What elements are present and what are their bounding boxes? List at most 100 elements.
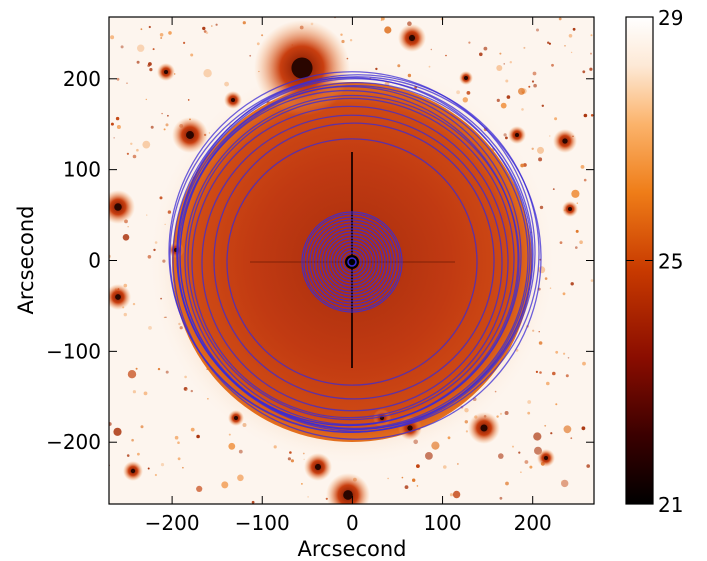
- background-star: [518, 87, 525, 95]
- background-star: [590, 34, 593, 37]
- background-star: [532, 71, 537, 76]
- isophote-ellipse: [301, 211, 403, 313]
- background-star: [554, 117, 558, 121]
- background-star: [135, 367, 138, 370]
- background-star: [590, 279, 594, 282]
- y-axis: 200 100 0 −100 −200: [46, 67, 594, 454]
- x-tick-label: −100: [235, 511, 290, 535]
- x-axis: −200 −100 0 100 200: [145, 17, 552, 535]
- background-star: [590, 52, 592, 55]
- background-star: [551, 63, 554, 67]
- background-star: [132, 154, 137, 159]
- background-star: [130, 142, 133, 145]
- background-star: [568, 34, 573, 38]
- background-star: [148, 326, 152, 330]
- background-star: [520, 471, 522, 474]
- background-star: [177, 457, 181, 461]
- background-star: [349, 39, 353, 42]
- bright-source-core: [231, 98, 235, 102]
- background-star: [555, 403, 558, 406]
- isophote-ellipse: [321, 231, 383, 293]
- isophote-ellipse: [315, 225, 389, 299]
- bright-source: [109, 190, 135, 224]
- background-star: [160, 463, 165, 467]
- background-star: [527, 411, 531, 415]
- background-star: [505, 79, 509, 83]
- background-star: [122, 234, 130, 241]
- background-star: [536, 28, 539, 32]
- background-star: [137, 44, 145, 52]
- background-star: [550, 432, 553, 435]
- background-star: [123, 312, 128, 317]
- background-star: [384, 26, 392, 34]
- background-star: [412, 478, 416, 482]
- background-star: [565, 374, 569, 378]
- bright-source-core: [291, 57, 313, 79]
- isophote-ellipse: [191, 105, 509, 419]
- bright-source-core: [343, 490, 353, 500]
- background-star: [549, 135, 551, 137]
- background-star: [387, 477, 389, 480]
- background-star: [509, 61, 512, 64]
- background-star: [479, 52, 483, 57]
- background-star: [251, 500, 255, 504]
- background-star: [521, 108, 524, 111]
- background-star: [581, 426, 586, 431]
- bright-source-core: [314, 463, 322, 471]
- bright-source-core: [234, 416, 238, 420]
- isophote-ellipse: [187, 97, 515, 421]
- y-axis-label: Arcsecond: [14, 206, 38, 315]
- sky-image: [109, 17, 594, 504]
- background-star: [496, 415, 499, 418]
- background-star: [202, 26, 206, 31]
- background-star: [113, 137, 115, 139]
- background-star: [148, 25, 151, 29]
- bright-source-core: [568, 207, 572, 211]
- background-star: [165, 370, 169, 374]
- background-star: [570, 51, 573, 54]
- background-star: [548, 42, 552, 45]
- background-star: [555, 350, 559, 354]
- background-star: [576, 202, 578, 204]
- background-star: [136, 148, 139, 152]
- isophote-ellipse: [312, 222, 392, 302]
- background-star: [205, 31, 209, 35]
- background-star: [132, 390, 136, 394]
- background-star: [503, 63, 505, 65]
- y-tick-label: 200: [63, 67, 101, 91]
- background-star: [506, 95, 511, 99]
- background-star: [552, 371, 556, 376]
- isophote-ellipse: [176, 74, 540, 432]
- background-star: [187, 99, 190, 101]
- isophote-ellipse: [226, 138, 478, 386]
- background-star: [148, 62, 152, 66]
- background-star: [126, 152, 129, 155]
- background-star: [416, 485, 419, 487]
- background-star: [110, 122, 114, 126]
- background-star: [552, 188, 555, 191]
- background-star: [582, 361, 586, 366]
- background-star: [149, 68, 153, 72]
- isophote-ellipse: [168, 71, 536, 433]
- background-star: [190, 53, 194, 57]
- background-star: [228, 442, 236, 450]
- isophote-ellipse: [336, 246, 368, 278]
- background-star: [541, 104, 544, 108]
- background-star: [531, 147, 534, 150]
- background-star: [580, 165, 585, 169]
- background-star: [533, 83, 537, 88]
- isophote-ellipse: [201, 114, 503, 412]
- background-star: [428, 65, 431, 68]
- background-star: [157, 367, 161, 371]
- background-star: [567, 357, 570, 359]
- colorbar-ticks: 29 25 21: [626, 6, 683, 517]
- background-star: [583, 113, 588, 118]
- background-star: [137, 452, 140, 456]
- isophote-ellipse: [303, 213, 401, 311]
- isophote-ellipse: [309, 219, 395, 305]
- background-star: [401, 476, 404, 479]
- background-star: [430, 48, 432, 51]
- background-star: [261, 34, 264, 37]
- galaxy-core-ring: [347, 257, 357, 267]
